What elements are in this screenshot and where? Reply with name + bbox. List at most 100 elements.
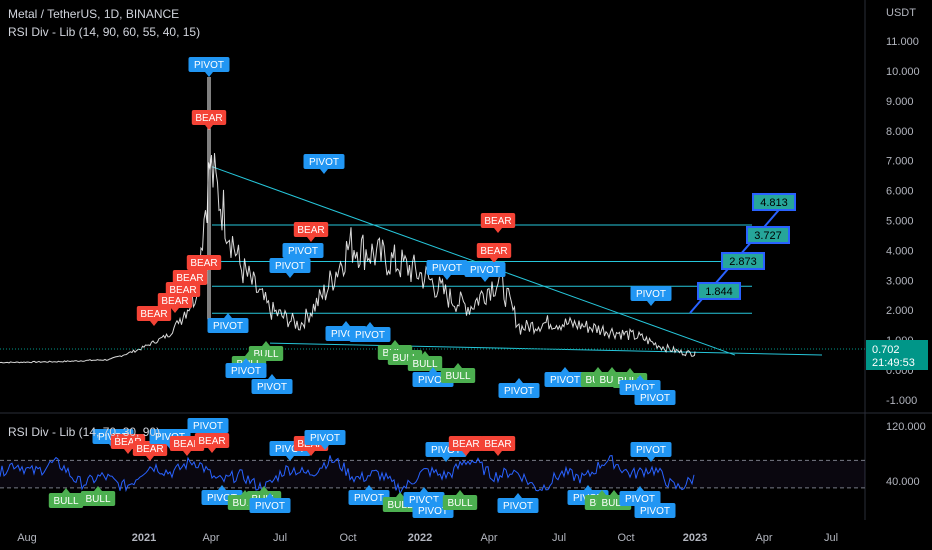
bull-label-text: BULL (601, 498, 626, 509)
bear-label-box (186, 255, 222, 270)
rsi-y-tick-label: 40.000 (886, 476, 920, 488)
indicator-main-label[interactable]: RSI Div - Lib (14, 90, 60, 55, 40, 15) (8, 25, 201, 39)
y-tick-label: 10.000 (886, 66, 920, 78)
target-level-box (721, 252, 765, 270)
pivot-label: PIVOT (251, 374, 293, 394)
symbol-title[interactable]: Metal / TetherUS, 1D, BINANCE (8, 7, 180, 21)
pivot-label-pointer (481, 277, 489, 282)
pivot-label-box (497, 498, 539, 513)
bear-label-text: BEAR (484, 216, 511, 227)
pivot-label-pointer (561, 367, 569, 372)
indicator-sub-label[interactable]: RSI Div - Lib (14, 70, 30, 90) (8, 425, 161, 439)
pivot-label-pointer (366, 322, 374, 327)
bear-label: BEAR (448, 436, 484, 456)
x-tick-label: 2023 (683, 532, 707, 544)
pivot-label-pointer (647, 457, 655, 462)
target-level: 3.727 (746, 226, 790, 244)
pivot-label-pointer (218, 485, 226, 490)
pivot-label-text: PIVOT (625, 494, 655, 505)
pivot-label-box (619, 491, 661, 506)
pivot-label-pointer (286, 456, 294, 461)
bear-label-pointer (494, 228, 502, 233)
pivot-label-pointer (321, 445, 329, 450)
bull-label-text: BULL (253, 349, 278, 360)
bear-label-pointer (171, 308, 179, 313)
y-tick-label: 4.000 (886, 245, 914, 257)
bull-label: BULL (440, 363, 476, 383)
y-tick-label: 8.000 (886, 126, 914, 138)
pivot-label: PIVOT (634, 498, 676, 518)
bear-label-box (480, 213, 516, 228)
bull-label-text: BULL (387, 500, 412, 511)
target-level-text: 3.727 (754, 230, 782, 242)
pivot-label: PIVOT (269, 258, 311, 278)
pivot-label-text: PIVOT (625, 383, 655, 394)
pivot-label-box (304, 430, 346, 445)
pivot-label-text: PIVOT (409, 495, 439, 506)
bear-label-box (136, 306, 172, 321)
bear-label-pointer (146, 456, 154, 461)
bear-label-pointer (208, 448, 216, 453)
pivot-label-pointer (320, 169, 328, 174)
pivot-label-box (630, 442, 672, 457)
pivot-label-text: PIVOT (288, 246, 318, 257)
bull-label: BULL (442, 490, 478, 510)
rsi-y-tick-label: 120.000 (886, 421, 926, 433)
rsi-pane (0, 455, 865, 496)
pivot-label-pointer (429, 367, 437, 372)
pivot-label-text: PIVOT (550, 375, 580, 386)
bear-label-text: BEAR (195, 113, 222, 124)
bear-label: BEAR (293, 222, 329, 242)
bull-label-pointer (391, 340, 399, 345)
x-tick-label: Aug (17, 532, 37, 544)
bull-label-text: BULL (53, 496, 78, 507)
pivot-label-pointer (342, 321, 350, 326)
y-tick-label: -1.000 (886, 395, 917, 407)
bear-label: BEAR (136, 306, 172, 326)
pivot-label-box (303, 154, 345, 169)
pivot-label-pointer (647, 301, 655, 306)
bear-label-box (191, 110, 227, 125)
y-tick-label: 2.000 (886, 305, 914, 317)
pivot-label-pointer (268, 374, 276, 379)
pivot-label-pointer (651, 498, 659, 503)
pivot-label-box (207, 318, 249, 333)
pivot-label-text: PIVOT (309, 157, 339, 168)
bull-label-text: BULL (232, 498, 257, 509)
target-level-text: 1.844 (705, 286, 733, 298)
pivot-label-box (187, 418, 229, 433)
x-tick-label: 2022 (408, 532, 432, 544)
bear-label: BEAR (157, 293, 193, 313)
bear-label-box (157, 293, 193, 308)
bear-label-text: BEAR (173, 439, 200, 450)
bull-label-pointer (598, 490, 606, 495)
bear-label-text: BEAR (136, 444, 163, 455)
pivot-label-text: PIVOT (354, 493, 384, 504)
pivot-label: PIVOT (225, 358, 267, 378)
pivot-label-text: PIVOT (418, 506, 448, 517)
pivot-label: PIVOT (348, 485, 390, 505)
bull-label-box (407, 356, 443, 371)
pivot-label: PIVOT (544, 367, 586, 387)
bear-label: BEAR (132, 441, 168, 461)
pivot-label-text: PIVOT (207, 493, 237, 504)
bear-label-pointer (205, 125, 213, 130)
x-tick-label: 2021 (132, 532, 156, 544)
bull-label: BULL (407, 351, 443, 371)
bear-label: BEAR (480, 436, 516, 456)
bear-label-pointer (183, 451, 191, 456)
pivot-label-text: PIVOT (470, 265, 500, 276)
bear-label-pointer (494, 451, 502, 456)
pivot-label: PIVOT (498, 378, 540, 398)
descending-trend-line (211, 166, 736, 356)
pivot-label-pointer (651, 385, 659, 390)
rsi-band (0, 460, 865, 488)
pivot-label-box (630, 286, 672, 301)
pivot-label-pointer (224, 313, 232, 318)
pivot-label-text: PIVOT (275, 444, 305, 455)
price-series (0, 76, 865, 364)
pivot-label-box (282, 243, 324, 258)
bull-label-pointer (594, 367, 602, 372)
target-level-box (752, 193, 796, 211)
